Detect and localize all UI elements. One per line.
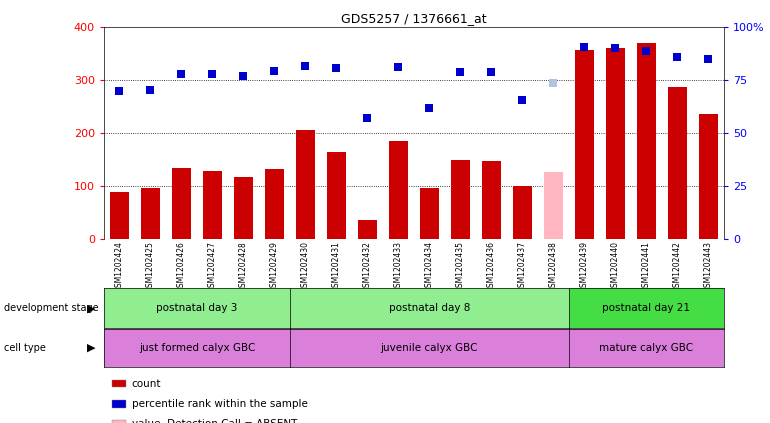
Point [361,115,373,122]
Text: GSM1202438: GSM1202438 [549,242,557,292]
Text: postnatal day 21: postnatal day 21 [602,303,691,313]
Point [206,71,219,77]
Text: GSM1202441: GSM1202441 [642,242,651,292]
Text: mature calyx GBC: mature calyx GBC [599,343,693,353]
Point [609,44,621,51]
Point [578,44,591,50]
Text: ▶: ▶ [86,343,95,353]
Text: GSM1202428: GSM1202428 [239,242,248,292]
Bar [234,177,253,239]
Bar [389,141,407,239]
Bar [327,152,346,239]
Text: value, Detection Call = ABSENT: value, Detection Call = ABSENT [132,419,297,423]
Text: GSM1202427: GSM1202427 [208,242,217,292]
Text: GSM1202426: GSM1202426 [177,242,186,292]
Text: GSM1202440: GSM1202440 [611,242,620,292]
Bar [482,161,500,239]
Point [300,62,312,69]
Bar [451,160,470,239]
Point [547,80,560,86]
Text: GSM1202431: GSM1202431 [332,242,341,292]
Text: development stage: development stage [4,303,99,313]
Point [454,69,467,76]
Point [144,87,156,93]
Point [516,97,528,104]
Text: GSM1202439: GSM1202439 [580,242,589,292]
Bar [637,44,655,239]
Text: GSM1202442: GSM1202442 [673,242,681,292]
Text: ▶: ▶ [86,303,95,313]
Text: count: count [132,379,161,389]
Bar [699,114,718,239]
Text: GSM1202429: GSM1202429 [270,242,279,292]
Point [113,88,126,94]
Point [268,68,280,74]
Text: GSM1202434: GSM1202434 [425,242,434,292]
Text: GSM1202432: GSM1202432 [363,242,372,292]
Text: GSM1202433: GSM1202433 [394,242,403,292]
Text: GSM1202436: GSM1202436 [487,242,496,292]
Bar [110,192,129,239]
Text: GSM1202443: GSM1202443 [704,242,713,292]
Point [424,105,436,112]
Bar [141,188,159,239]
Text: cell type: cell type [4,343,45,353]
Bar [606,48,624,239]
Bar [296,129,315,239]
Bar [172,168,191,239]
Bar [203,171,222,239]
Point [485,69,497,76]
Bar [668,87,687,239]
Point [330,65,343,71]
Bar [265,169,283,239]
Point [702,56,715,63]
Bar [544,173,563,239]
Point [640,48,652,55]
Text: GSM1202437: GSM1202437 [518,242,527,292]
Text: GSM1202425: GSM1202425 [146,242,155,292]
Text: GSM1202435: GSM1202435 [456,242,465,292]
Text: GSM1202430: GSM1202430 [301,242,310,292]
Text: percentile rank within the sample: percentile rank within the sample [132,399,307,409]
Text: juvenile calyx GBC: juvenile calyx GBC [380,343,478,353]
Text: postnatal day 8: postnatal day 8 [389,303,470,313]
Text: postnatal day 3: postnatal day 3 [156,303,238,313]
Bar [513,186,531,239]
Bar [358,220,377,239]
Text: GSM1202424: GSM1202424 [115,242,124,292]
Text: just formed calyx GBC: just formed calyx GBC [139,343,255,353]
Bar [420,188,439,239]
Point [237,73,249,80]
Bar [575,50,594,239]
Point [392,64,404,71]
Point [176,71,188,77]
Title: GDS5257 / 1376661_at: GDS5257 / 1376661_at [341,12,487,25]
Point [671,53,684,60]
